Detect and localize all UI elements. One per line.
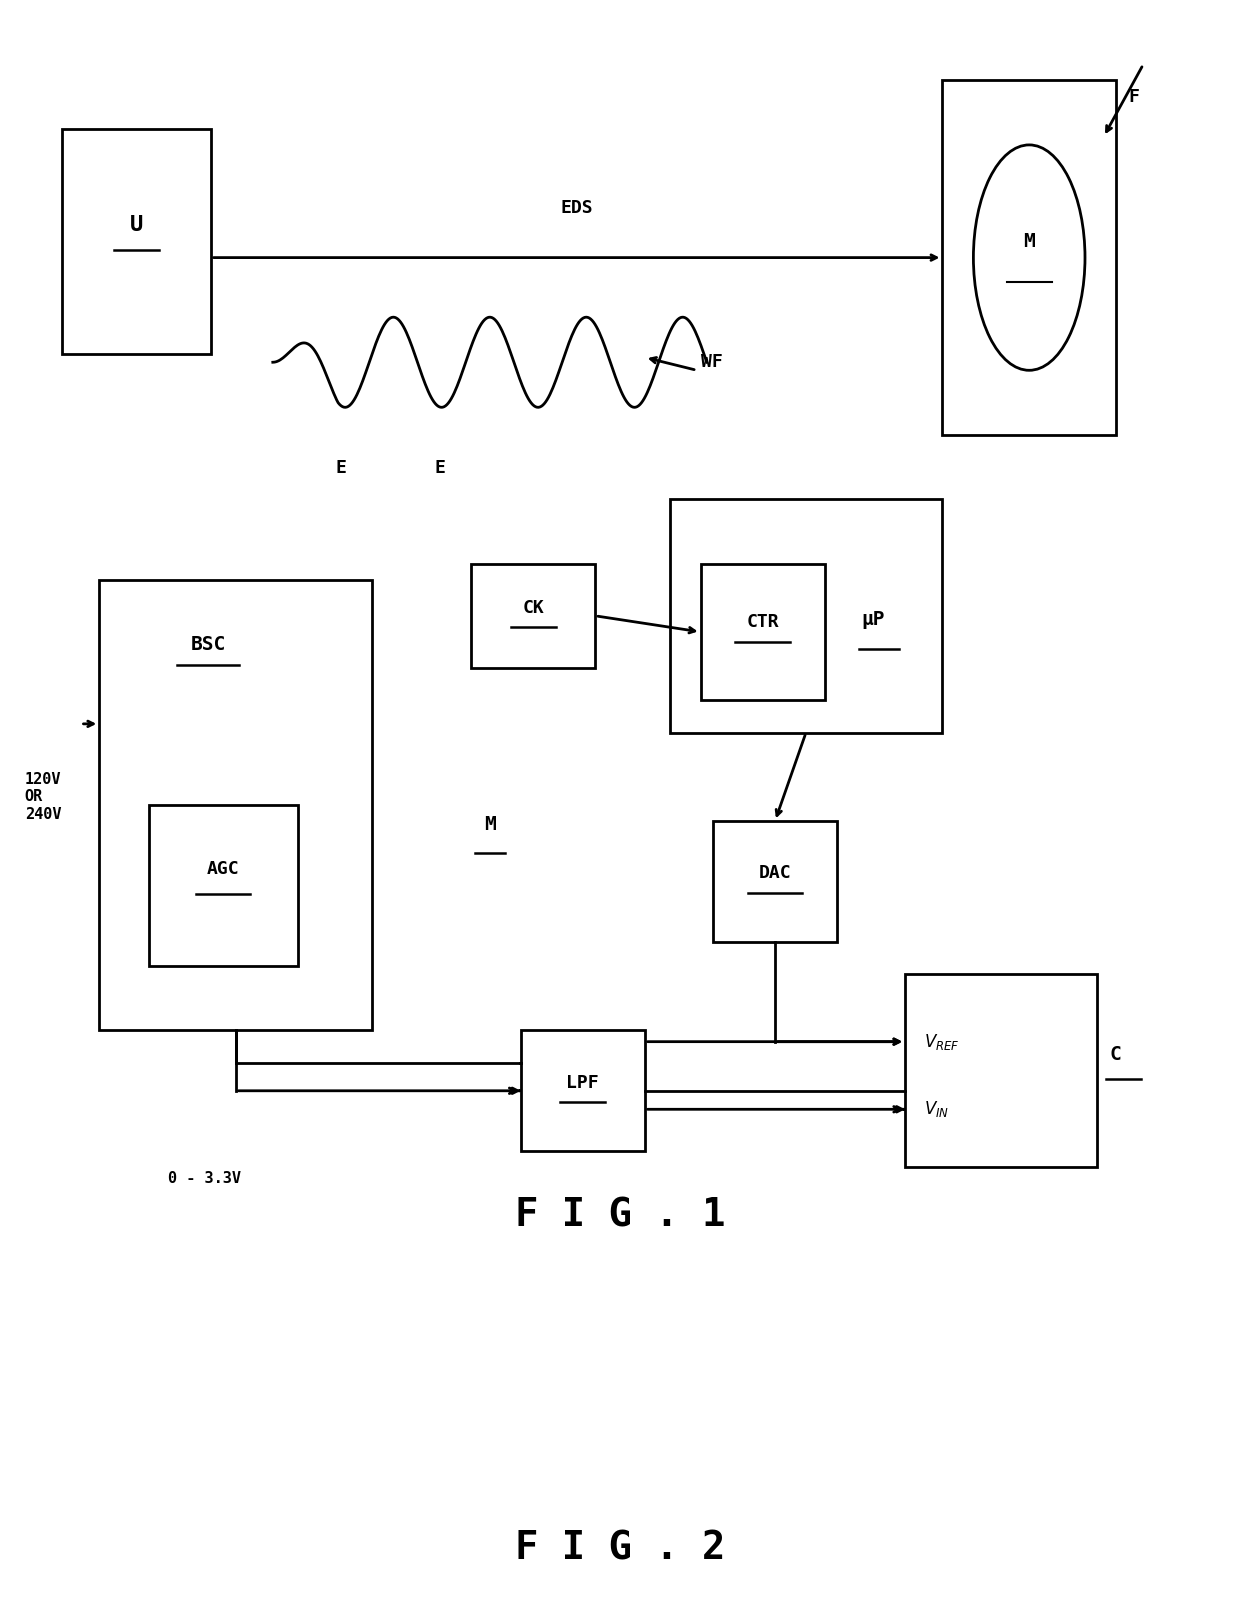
Text: F I G . 1: F I G . 1: [515, 1196, 725, 1235]
Bar: [713, 821, 837, 942]
Bar: [942, 80, 1116, 435]
Text: DAC: DAC: [759, 865, 791, 882]
Text: μP: μP: [862, 610, 885, 630]
Text: M: M: [1023, 232, 1035, 251]
Text: AGC: AGC: [207, 860, 239, 879]
Bar: [149, 805, 298, 966]
Bar: [62, 129, 211, 354]
Bar: [521, 1030, 645, 1151]
Text: 0 - 3.3V: 0 - 3.3V: [169, 1170, 241, 1187]
Text: $V_{IN}$: $V_{IN}$: [924, 1100, 949, 1119]
Text: BSC: BSC: [191, 634, 226, 654]
Text: EDS: EDS: [560, 200, 593, 217]
Bar: [670, 499, 942, 733]
Bar: [701, 564, 825, 700]
Text: CTR: CTR: [746, 613, 779, 631]
Ellipse shape: [973, 145, 1085, 370]
Text: LPF: LPF: [567, 1074, 599, 1092]
Text: $V_{REF}$: $V_{REF}$: [924, 1032, 960, 1051]
Bar: [99, 580, 372, 1030]
Text: 120V
OR
240V: 120V OR 240V: [25, 773, 61, 821]
Bar: [471, 564, 595, 668]
Text: F I G . 2: F I G . 2: [515, 1530, 725, 1568]
Text: WF: WF: [701, 353, 723, 372]
Text: C: C: [1110, 1045, 1121, 1064]
Text: CK: CK: [522, 599, 544, 617]
Text: E: E: [435, 459, 445, 477]
Text: E: E: [336, 459, 346, 477]
Text: F: F: [1128, 87, 1140, 106]
Text: U: U: [130, 216, 143, 235]
Text: M: M: [484, 815, 496, 834]
Bar: [905, 974, 1097, 1167]
